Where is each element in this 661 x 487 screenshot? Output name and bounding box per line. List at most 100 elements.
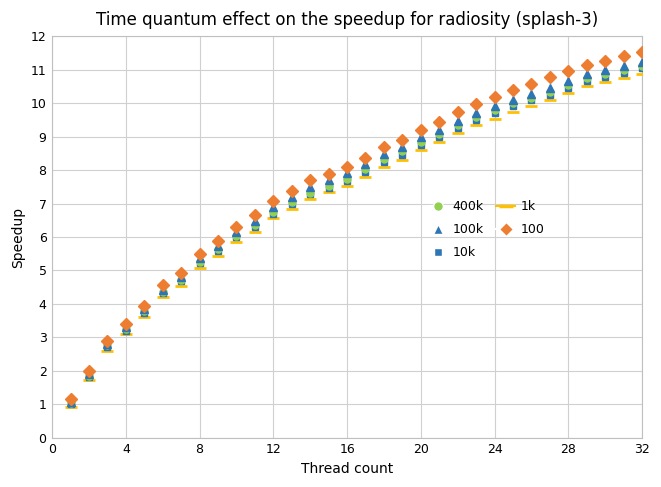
10k <box>159 290 167 296</box>
100k <box>288 194 295 200</box>
400k <box>417 139 425 145</box>
100k <box>362 161 369 167</box>
100 <box>159 282 167 288</box>
100k <box>177 274 185 280</box>
400k <box>435 131 443 136</box>
100 <box>546 75 554 80</box>
100 <box>583 62 591 68</box>
100 <box>85 368 93 374</box>
100k <box>583 72 591 77</box>
1k <box>362 174 369 180</box>
100 <box>399 137 407 143</box>
100k <box>380 151 388 157</box>
100 <box>601 58 609 64</box>
10k <box>325 186 332 191</box>
400k <box>177 277 185 283</box>
100 <box>269 198 277 204</box>
1k <box>380 164 388 169</box>
100 <box>527 81 535 87</box>
10k <box>85 374 93 380</box>
100 <box>417 127 425 133</box>
1k <box>417 147 425 153</box>
400k <box>306 190 314 196</box>
100k <box>85 371 93 377</box>
100 <box>325 171 332 177</box>
400k <box>490 107 498 113</box>
1k <box>453 131 461 136</box>
400k <box>85 373 93 378</box>
400k <box>140 308 148 314</box>
1k <box>214 253 222 259</box>
10k <box>638 65 646 71</box>
100k <box>490 104 498 110</box>
100 <box>343 164 351 169</box>
1k <box>601 79 609 85</box>
1k <box>288 206 295 212</box>
400k <box>546 89 554 94</box>
400k <box>196 259 204 265</box>
100 <box>453 109 461 115</box>
1k <box>67 404 75 410</box>
400k <box>269 208 277 214</box>
1k <box>564 90 572 96</box>
10k <box>196 260 204 266</box>
1k <box>85 377 93 383</box>
100k <box>435 127 443 133</box>
100 <box>196 251 204 257</box>
10k <box>546 92 554 98</box>
100 <box>435 119 443 125</box>
100 <box>233 224 241 230</box>
100k <box>122 324 130 330</box>
100k <box>546 85 554 91</box>
10k <box>103 344 111 350</box>
400k <box>527 95 535 101</box>
Line: 400k: 400k <box>67 62 646 407</box>
100 <box>67 396 75 402</box>
100k <box>453 118 461 124</box>
10k <box>306 191 314 197</box>
10k <box>527 97 535 103</box>
1k <box>196 265 204 271</box>
10k <box>122 328 130 334</box>
100 <box>638 49 646 55</box>
Y-axis label: Speedup: Speedup <box>11 206 25 267</box>
400k <box>380 156 388 162</box>
400k <box>399 149 407 154</box>
1k <box>122 332 130 337</box>
100k <box>509 97 517 103</box>
100k <box>306 184 314 190</box>
1k <box>103 348 111 354</box>
400k <box>233 233 241 239</box>
1k <box>306 196 314 202</box>
10k <box>67 401 75 407</box>
10k <box>399 152 407 158</box>
10k <box>140 310 148 316</box>
100 <box>251 212 259 218</box>
100k <box>472 110 480 116</box>
400k <box>214 246 222 252</box>
100k <box>67 399 75 405</box>
400k <box>103 342 111 348</box>
100 <box>472 101 480 107</box>
100k <box>564 78 572 84</box>
Line: 10k: 10k <box>67 65 646 408</box>
100k <box>343 170 351 176</box>
10k <box>583 78 591 84</box>
Legend: 400k, 100k, 10k, 1k, 100: 400k, 100k, 10k, 1k, 100 <box>424 195 549 264</box>
100 <box>564 68 572 74</box>
1k <box>140 314 148 319</box>
100k <box>103 341 111 347</box>
100k <box>527 91 535 97</box>
100 <box>509 87 517 93</box>
100 <box>103 338 111 344</box>
100 <box>214 239 222 244</box>
100k <box>601 67 609 73</box>
100 <box>306 177 314 183</box>
400k <box>362 166 369 171</box>
100k <box>325 177 332 183</box>
1k <box>527 103 535 109</box>
10k <box>509 104 517 110</box>
10k <box>177 278 185 284</box>
10k <box>233 234 241 240</box>
100 <box>177 270 185 276</box>
